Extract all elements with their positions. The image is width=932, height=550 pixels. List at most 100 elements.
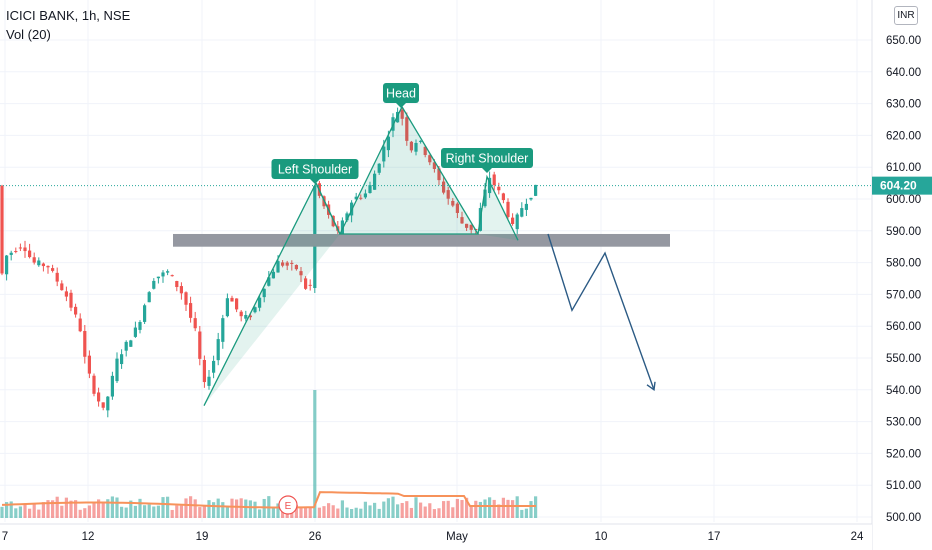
volume-bar	[506, 499, 510, 518]
candle-body	[235, 298, 239, 310]
chart-legend: ICICI BANK, 1h, NSE Vol (20)	[6, 6, 130, 44]
candle-body	[354, 196, 358, 200]
candle-body	[92, 375, 96, 394]
head-label-text: Head	[386, 87, 416, 101]
candle-body	[225, 298, 229, 317]
volume-bar	[92, 502, 96, 518]
candle-body	[345, 213, 349, 221]
candle-body	[179, 286, 183, 294]
volume-bar	[14, 508, 18, 518]
candle-body	[78, 318, 82, 332]
candle-body	[299, 271, 303, 276]
time-axis[interactable]: 7 12 19 26 May 10 17 24	[0, 523, 872, 550]
volume-bar	[322, 506, 326, 518]
time-tick-label: May	[446, 531, 468, 543]
candle-body	[524, 203, 528, 210]
candle-body	[414, 142, 418, 152]
volume-bar	[529, 501, 533, 518]
volume-bar	[133, 505, 137, 518]
volume-bar	[83, 508, 87, 518]
candle-body	[147, 292, 151, 303]
candle-body	[69, 292, 73, 308]
volume-bar	[308, 507, 312, 518]
volume-bar	[340, 500, 344, 518]
candle-body	[37, 260, 41, 266]
currency-badge[interactable]: INR	[894, 6, 918, 25]
volume-ma-line	[1, 491, 536, 509]
candle-body	[170, 275, 174, 277]
chart-grid	[0, 0, 872, 522]
candle-body	[74, 306, 78, 315]
price-tick-label: 620.00	[886, 130, 921, 142]
price-axis[interactable]: 500.00 510.00 520.00 530.00 540.00 550.00 560.…	[871, 0, 932, 550]
candle-body	[230, 297, 234, 302]
candle-body	[534, 184, 538, 196]
time-tick-label: 7	[2, 531, 8, 543]
symbol-title: ICICI BANK, 1h, NSE	[6, 8, 131, 23]
volume-bar	[276, 503, 280, 518]
candle-body	[304, 278, 308, 289]
volume-bar	[170, 509, 174, 518]
volume-bar	[101, 501, 105, 518]
candle-body	[9, 252, 13, 255]
volume-bar	[184, 498, 188, 518]
candle-body	[377, 163, 381, 173]
price-tick-label: 650.00	[886, 35, 921, 47]
candle-body	[198, 331, 202, 359]
volume-bar	[51, 500, 55, 518]
volume-bar	[391, 496, 395, 518]
volume-bar	[248, 500, 252, 518]
candle-body	[97, 392, 101, 402]
volume-bar	[41, 502, 45, 518]
volume-bar	[488, 497, 492, 518]
candle-body	[221, 318, 225, 342]
candle-body	[294, 264, 298, 270]
candle-body	[359, 197, 363, 199]
volume-bar	[423, 506, 427, 518]
candle-body	[437, 168, 441, 181]
price-tick-label: 560.00	[886, 321, 921, 333]
volume-bar	[382, 501, 386, 518]
volume-bar	[87, 505, 91, 518]
candle-body	[451, 200, 455, 206]
price-tick-label: 500.00	[886, 512, 921, 524]
volume-bar	[345, 507, 349, 518]
volume-bar	[239, 498, 243, 518]
volume-bar	[409, 507, 413, 518]
right-shoulder-label-text: Right Shoulder	[446, 152, 529, 166]
volume-bar	[0, 506, 4, 518]
candle-body	[51, 268, 55, 271]
candle-body	[529, 197, 533, 200]
price-tick-label: 510.00	[886, 480, 921, 492]
volume-bar	[336, 508, 340, 518]
candle-body	[156, 276, 160, 279]
volume-bar	[405, 501, 409, 518]
volume-bar	[138, 498, 142, 518]
volume-bar	[120, 506, 124, 518]
candle-body	[409, 141, 413, 151]
candle-body	[460, 217, 464, 224]
volume-bar	[147, 504, 151, 518]
volume-bar	[124, 507, 128, 518]
time-tick-label: 17	[708, 531, 721, 543]
candle-body	[515, 214, 519, 230]
price-axis-bg	[872, 0, 932, 550]
volume-bar	[313, 390, 317, 518]
volume-bar	[492, 499, 496, 518]
price-tick-label: 600.00	[886, 194, 921, 206]
volume-bar	[524, 508, 528, 518]
candle-body	[483, 189, 487, 207]
volume-bar	[469, 505, 473, 518]
volume-bar	[373, 502, 377, 518]
volume-bar	[189, 496, 193, 518]
volume-bar	[465, 497, 469, 518]
volume-bar	[262, 498, 266, 518]
volume-bar	[455, 498, 459, 518]
volume-bar	[166, 496, 170, 518]
volume-bar	[152, 506, 156, 518]
candle-body	[497, 186, 501, 191]
volume-bar	[161, 497, 165, 518]
volume-bar	[478, 501, 482, 518]
candle-body	[83, 330, 87, 357]
